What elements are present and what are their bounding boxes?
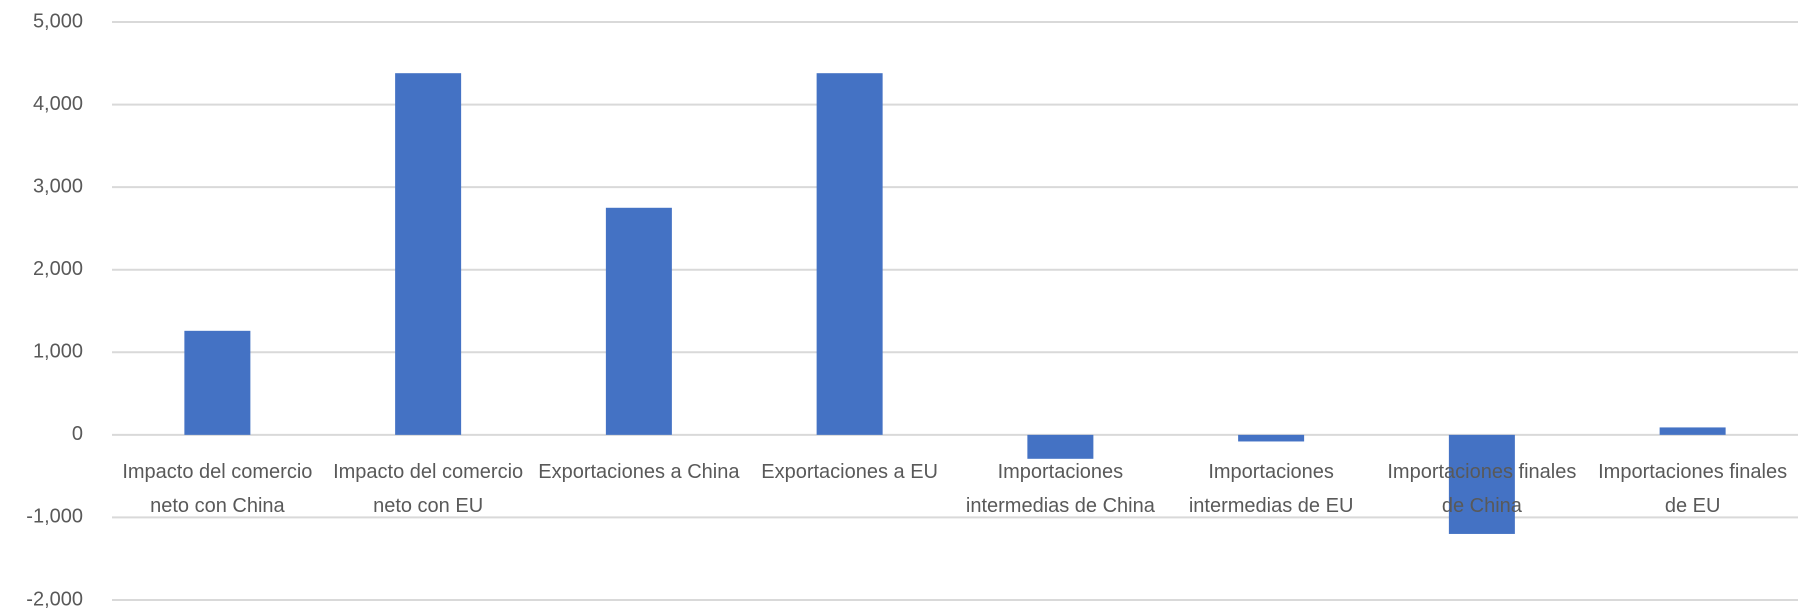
y-tick-label: -2,000 [26,588,83,610]
bar [1238,434,1305,442]
y-tick-label: 5,000 [33,10,83,32]
y-tick-label: 3,000 [33,175,83,197]
x-tick-label: Importaciones finales de EU [1598,461,1788,517]
bar [1027,434,1094,459]
bar [816,73,883,435]
x-tick-label: Impacto del comercio neto con EU [333,461,524,517]
x-tick-label: Exportaciones a EU [761,461,938,483]
x-tick-label: Impacto del comercio neto con China [122,461,313,517]
y-tick-label: 0 [72,423,83,445]
y-tick-label: -1,000 [26,506,83,528]
bar [1448,434,1515,534]
bar [184,330,251,435]
y-tick-label: 4,000 [33,93,83,115]
x-tick-label: Importaciones intermedias de China [965,461,1155,517]
x-tick-label: Importaciones intermedias de EU [1188,461,1354,517]
y-tick-label: 2,000 [33,258,83,280]
x-tick-label: Exportaciones a China [538,461,740,483]
x-tick-label: Importaciones finales de China [1387,461,1577,517]
y-tick-label: 1,000 [33,341,83,363]
bar [395,73,462,435]
bar [605,207,672,435]
bar [1659,427,1726,435]
